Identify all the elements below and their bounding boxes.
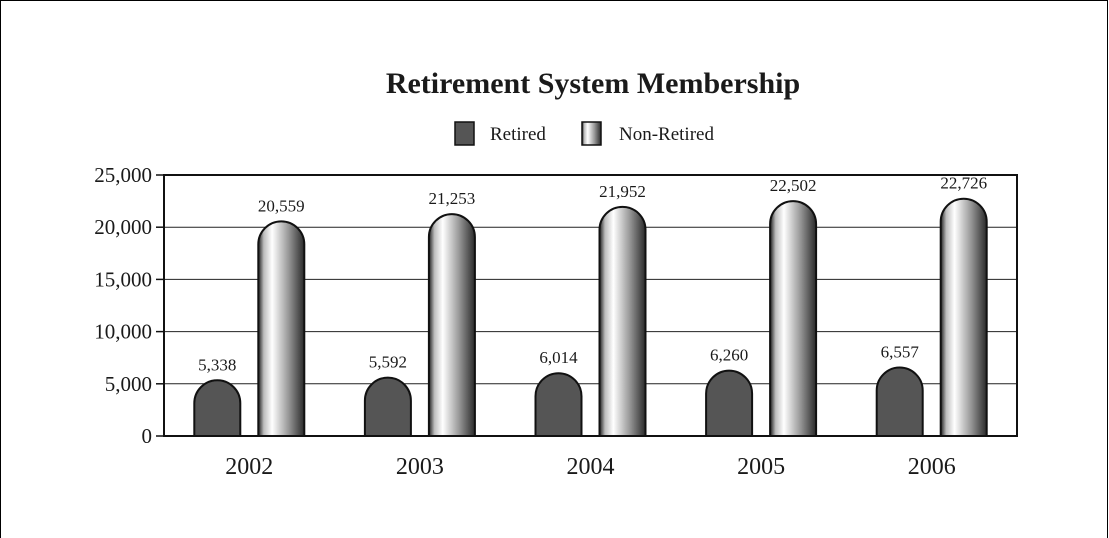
legend-swatch-non-retired [581,121,602,146]
bar-non-retired [427,213,476,437]
legend-label-retired: Retired [490,124,546,145]
x-category-label: 2002 [225,454,273,480]
legend: Retired Non-Retired [454,121,714,146]
data-label-retired: 5,338 [198,355,236,374]
x-category-label: 2004 [567,454,615,480]
legend-label-non-retired: Non-Retired [619,124,714,145]
y-tick-label: 10,000 [94,320,152,344]
data-label-retired: 6,557 [881,343,920,362]
bar-non-retired [939,197,988,437]
data-label-retired: 6,014 [539,348,578,367]
bar-non-retired [257,220,306,437]
y-tick-label: 15,000 [94,267,152,291]
x-category-label: 2005 [737,454,785,480]
data-label-non-retired: 20,559 [258,196,305,215]
x-category-label: 2003 [396,454,444,480]
y-tick-label: 5,000 [105,372,152,396]
legend-swatch-retired [454,121,475,146]
bar-non-retired [598,205,647,437]
bar-retired [534,372,583,437]
bars [193,197,988,437]
x-axis-categories: 2002 2003 2004 2005 2006 [225,454,955,480]
data-label-non-retired: 21,952 [599,182,646,201]
bar-retired [875,366,924,437]
bar-retired [705,369,754,437]
y-tick-label: 20,000 [94,215,152,239]
x-category-label: 2006 [908,454,956,480]
data-label-retired: 5,592 [369,353,407,372]
bar-non-retired [769,200,818,437]
data-label-non-retired: 22,502 [770,176,817,195]
y-tick-label: 0 [142,424,153,448]
y-axis-ticks: 0 5,000 10,000 15,000 20,000 25,000 [94,163,164,448]
plot-area-border [163,174,1018,437]
bar-retired [193,379,242,437]
y-tick-label: 25,000 [94,163,152,187]
gridlines [164,226,1017,385]
chart-title: Retirement System Membership [386,67,800,100]
bar-retired [363,376,412,437]
data-label-retired: 6,260 [710,346,748,365]
data-label-non-retired: 22,726 [940,174,987,193]
data-label-non-retired: 21,253 [429,189,476,208]
data-labels: 5,338 20,559 5,592 21,253 6,014 21,952 6,260 22… [198,174,987,375]
